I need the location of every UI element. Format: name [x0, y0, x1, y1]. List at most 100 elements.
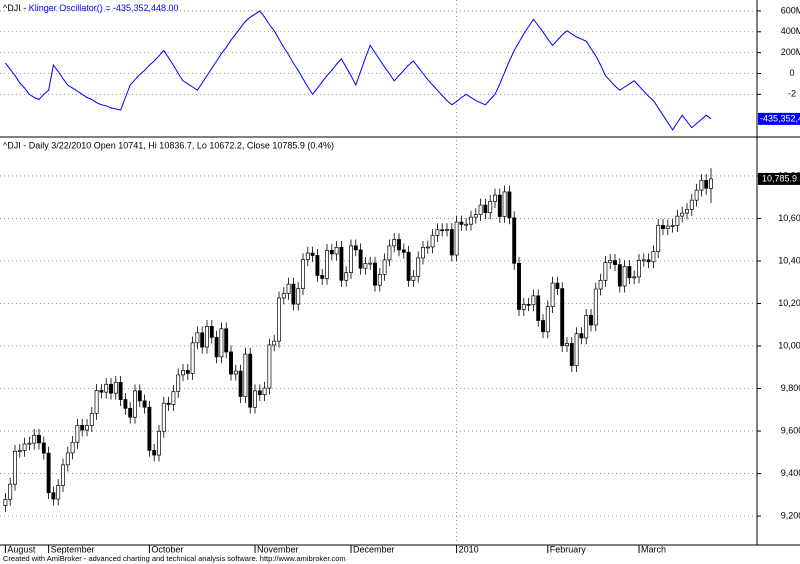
candle-body	[363, 263, 368, 269]
candle-body	[320, 275, 325, 279]
candle-body	[699, 180, 704, 191]
candle-body	[493, 194, 497, 202]
candle-body	[526, 303, 531, 306]
candle-body	[521, 303, 526, 310]
footer: Created with AmiBroker - advanced charti…	[3, 554, 346, 563]
x-tick-label: August	[7, 544, 36, 554]
candle-body	[454, 221, 459, 256]
candle-body	[123, 399, 128, 409]
candle-body	[305, 252, 310, 261]
candle-body	[75, 424, 80, 443]
candle-body	[483, 204, 488, 214]
candle-body	[22, 443, 27, 451]
y-tick-label: 9,200	[781, 510, 800, 520]
oscillator-title: ^DJI - Klinger Oscillator() = -435,352,4…	[3, 3, 179, 13]
candle-body	[248, 353, 253, 408]
candle-body	[147, 406, 152, 451]
y-tick-label: 9,800	[781, 383, 800, 393]
candle-body	[334, 247, 339, 255]
candle-body	[709, 178, 713, 189]
candle-body	[646, 259, 651, 263]
candle-body	[377, 274, 382, 286]
candle-body	[397, 239, 401, 251]
candle-body	[617, 264, 622, 287]
candle-body	[550, 282, 555, 308]
candle-body	[392, 239, 397, 247]
y-tick-label: 10,600	[778, 213, 800, 223]
candle-body	[613, 260, 617, 265]
y-tick-label: -2	[788, 89, 796, 99]
candle-body	[531, 295, 536, 306]
candle-body	[17, 450, 22, 452]
candle-body	[598, 279, 603, 290]
candle-body	[205, 326, 209, 348]
candle-body	[353, 245, 358, 251]
candle-body	[512, 217, 517, 264]
candle-body	[315, 255, 320, 276]
candle-body	[440, 229, 445, 232]
candle-body	[27, 442, 32, 445]
candle-body	[641, 259, 646, 262]
candle-body	[214, 336, 219, 358]
candle-body	[56, 485, 61, 500]
candle-body	[584, 315, 589, 339]
candle-body	[243, 353, 248, 397]
candle-body	[622, 266, 627, 287]
candle-body	[325, 249, 329, 279]
candle-body	[449, 229, 454, 256]
candle-body	[661, 225, 665, 230]
candle-body	[41, 442, 46, 454]
candle-body	[401, 249, 406, 253]
candle-body	[109, 383, 113, 394]
candle-body	[176, 374, 181, 392]
candle-body	[37, 434, 41, 444]
candle-body	[233, 370, 238, 375]
candle-body	[478, 204, 483, 215]
candle-body	[430, 235, 435, 248]
candle-body	[445, 229, 449, 231]
candle-body	[190, 342, 195, 374]
candle-body	[406, 251, 411, 281]
candle-body	[574, 333, 579, 366]
x-tick-label: March	[641, 544, 666, 554]
candle-body	[161, 402, 166, 432]
y-tick-label: 0	[789, 68, 794, 78]
y-tick-label: 400M	[781, 26, 800, 36]
candle-body	[382, 259, 387, 275]
candle-body	[685, 209, 689, 214]
candle-body	[99, 390, 104, 393]
candle-body	[128, 407, 133, 418]
candle-body	[310, 252, 315, 256]
candle-body	[411, 275, 416, 281]
candle-body	[46, 452, 51, 494]
candle-body	[387, 245, 392, 261]
candle-body	[469, 216, 473, 225]
y-tick-label: 9,600	[781, 425, 800, 435]
x-tick-label: November	[257, 544, 299, 554]
candle-body	[541, 320, 545, 333]
candle-body	[459, 221, 464, 225]
candle-body	[118, 382, 123, 400]
candle-body	[142, 400, 147, 408]
candle-body	[181, 370, 185, 376]
candle-body	[152, 450, 157, 456]
candle-body	[3, 498, 8, 506]
candle-body	[104, 383, 109, 393]
candle-body	[209, 326, 214, 338]
candle-body	[257, 390, 262, 396]
candle-body	[8, 483, 13, 500]
candle-body	[286, 283, 291, 294]
candle-body	[32, 434, 37, 444]
candle-body	[373, 262, 377, 286]
title: Klinger Oscillator() = -435,352,448.00	[29, 3, 179, 13]
y-tick-label: 600M	[781, 5, 800, 15]
candle-body	[632, 276, 637, 279]
candle-body	[224, 328, 229, 353]
candle-body	[238, 370, 243, 397]
candle-body	[65, 452, 70, 466]
candle-body	[473, 214, 478, 218]
y-tick-label: 10,400	[778, 255, 800, 265]
candle-body	[608, 260, 613, 264]
candle-body	[694, 189, 699, 201]
